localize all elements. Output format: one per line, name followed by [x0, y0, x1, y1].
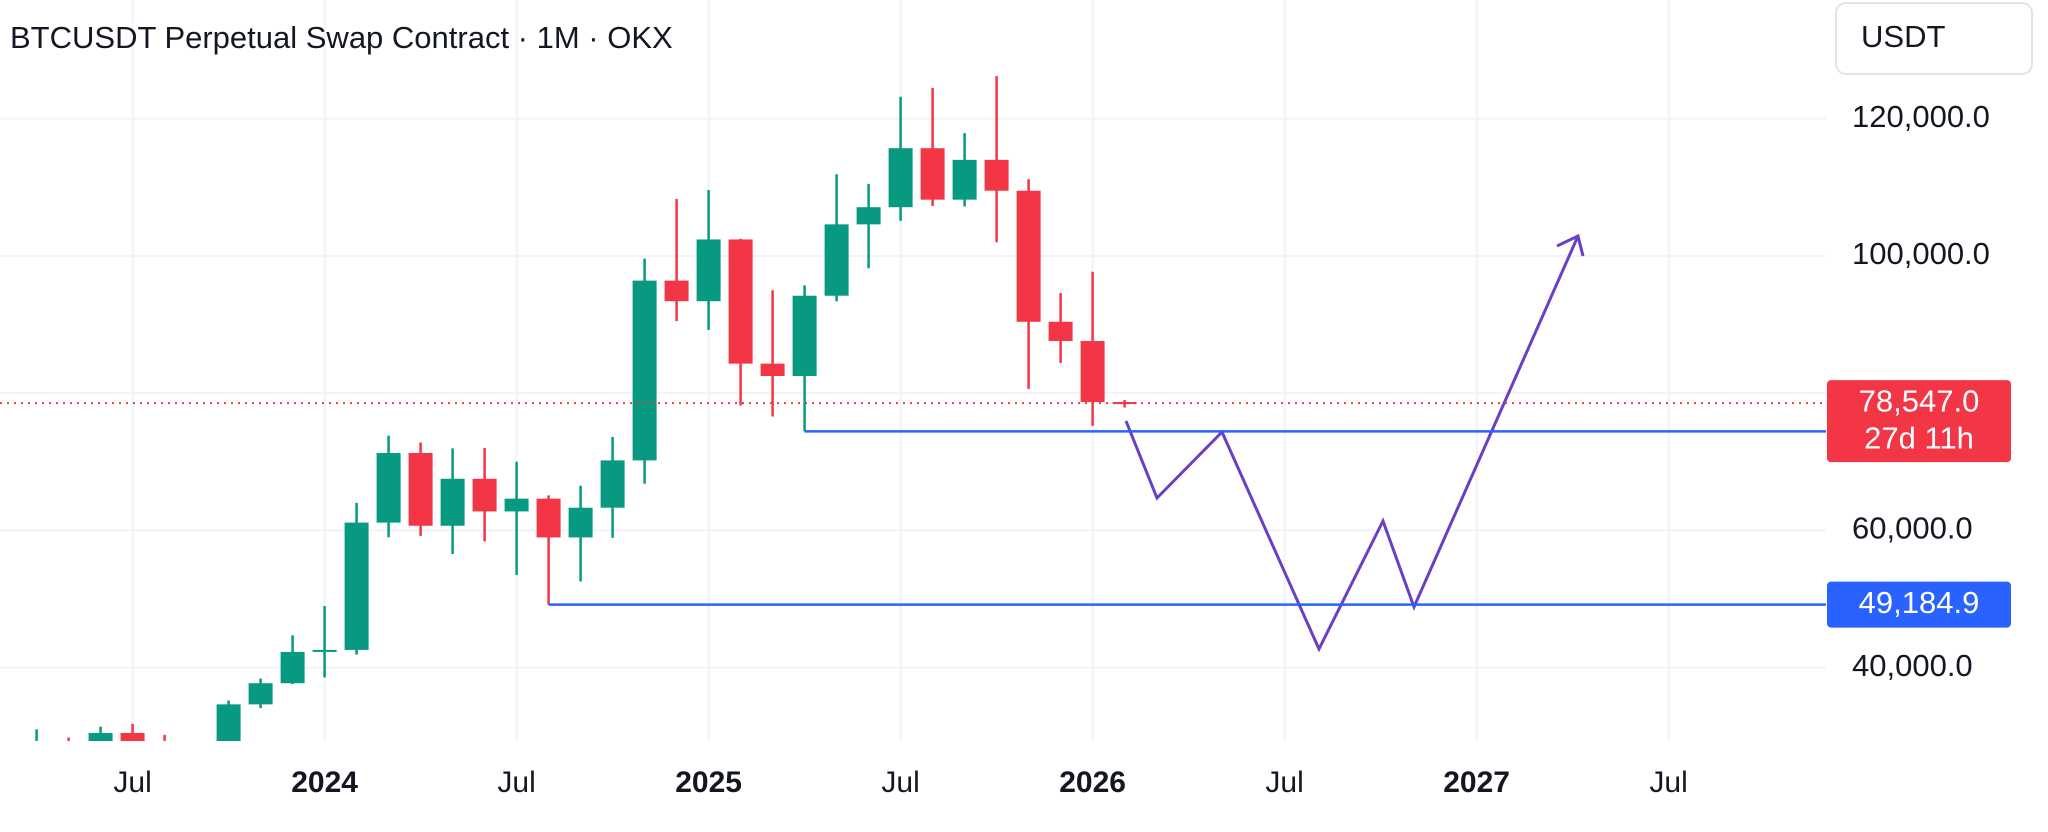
candle-body [600, 460, 625, 508]
candle-body [472, 478, 497, 512]
level-label-box [1827, 581, 2011, 628]
candle-body [88, 732, 113, 741]
chart-title: BTCUSDT Perpetual Swap Contract · 1M · O… [10, 20, 673, 55]
candle-body [1112, 402, 1137, 405]
y-tick-label: 120,000.0 [1852, 99, 1990, 134]
candle-body [824, 224, 849, 296]
candle-body [856, 207, 881, 225]
candle-body [696, 239, 721, 302]
x-tick-label: 2025 [675, 766, 742, 799]
candle-body [376, 452, 401, 523]
x-tick-label: 2027 [1443, 766, 1510, 799]
candle-body [440, 478, 465, 526]
x-tick-label: Jul [113, 766, 151, 799]
candle-body [1016, 190, 1041, 322]
level-label: 49,184.9 [1859, 585, 1980, 620]
candle-body [280, 651, 305, 684]
candle-body [952, 159, 977, 200]
candle-body [25, 741, 49, 746]
candle-body [728, 239, 753, 364]
projection-arrowhead [1556, 233, 1585, 257]
candle-body [216, 704, 241, 741]
grid [0, 0, 1826, 741]
candle-body [504, 498, 529, 512]
candle-body [57, 741, 81, 755]
candle-body [1048, 321, 1073, 341]
candle-body [888, 148, 913, 208]
candle-body [760, 363, 785, 376]
x-tick-label: Jul [1649, 766, 1687, 799]
candle-body [312, 649, 337, 652]
candle-body [344, 522, 369, 650]
x-tick-label: 2026 [1059, 766, 1126, 799]
countdown-label: 27d 11h [1864, 420, 1974, 455]
candle-body [120, 732, 145, 741]
x-tick-label: Jul [1265, 766, 1303, 799]
projection-path [1124, 235, 1580, 653]
last-price-label: 78,547.0 [1859, 383, 1980, 418]
currency-label[interactable]: USDT [1861, 19, 1945, 54]
candle-body [1080, 340, 1105, 403]
candle-body [185, 757, 209, 764]
price-axis: 40,000.060,000.080,000.0100,000.0120,000… [1827, 99, 2011, 683]
candle-body [984, 159, 1009, 191]
candle-body [408, 452, 433, 526]
y-tick-label: 100,000.0 [1852, 236, 1990, 271]
y-tick-label: 40,000.0 [1852, 648, 1973, 683]
candle-body [536, 498, 561, 538]
currency-button[interactable] [1835, 2, 2033, 75]
y-tick-label: 60,000.0 [1852, 511, 1973, 546]
candle-body [792, 295, 817, 376]
x-tick-label: Jul [497, 766, 535, 799]
x-tick-label: Jul [881, 766, 919, 799]
candle-body [153, 741, 177, 764]
last-price-box [1827, 380, 2011, 463]
plot-area [25, 76, 1137, 764]
candle-body [664, 280, 689, 302]
candle-body [632, 280, 657, 461]
x-tick-label: 2024 [291, 766, 358, 799]
candle-body [920, 148, 945, 200]
candle-body [248, 683, 273, 705]
candle-body [568, 507, 593, 538]
